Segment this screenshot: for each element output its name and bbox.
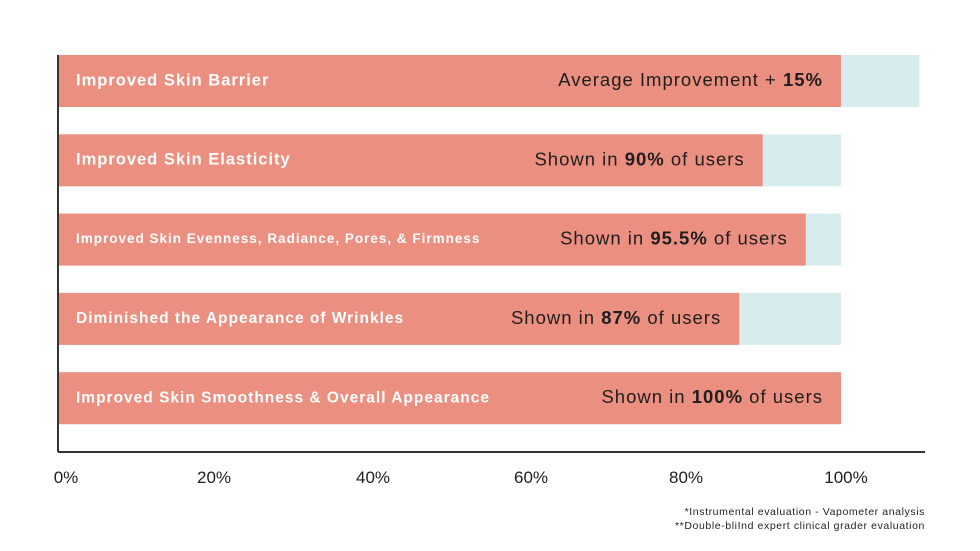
value-label-part-improved-skin-smoothness-overall-appearance-0: Shown in	[601, 386, 691, 407]
value-label-part-improved-skin-elasticity-1: 90%	[625, 148, 665, 169]
bar-improved-skin-barrier	[58, 55, 841, 107]
x-tick-label-0-percent: 0%	[54, 468, 79, 487]
x-tick-label-100-percent: 100%	[824, 468, 867, 487]
footnote-vapometer: *Instrumental evaluation - Vapometer ana…	[684, 506, 925, 518]
x-tick-label-80-percent: 80%	[669, 468, 703, 487]
category-label-improved-skin-evenness-radiance-pores-firmness: Improved Skin Evenness, Radiance, Pores,…	[76, 231, 480, 246]
value-label-improved-skin-smoothness-overall-appearance: Shown in 100% of users	[601, 386, 823, 407]
value-label-improved-skin-barrier: Average Improvement + 15%	[558, 69, 823, 90]
footnote-grader: **Double-bliInd expert clinical grader e…	[674, 520, 925, 532]
value-label-part-diminished-the-appearance-of-wrinkles-1: 87%	[601, 307, 641, 328]
bar-chart: Improved Skin Barrier Improved Skin Elast…	[54, 55, 925, 487]
category-label-improved-skin-smoothness-overall-appearance: Improved Skin Smoothness & Overall Appea…	[76, 389, 490, 406]
value-label-part-improved-skin-evenness-radiance-pores-firmness-0: Shown in	[560, 227, 650, 248]
value-label-part-improved-skin-elasticity-2: of users	[665, 148, 745, 169]
footnotes: *Instrumental evaluation - Vapometer ana…	[675, 505, 925, 533]
x-tick-label-60-percent: 60%	[514, 468, 548, 487]
x-tick-label-40-percent: 40%	[356, 468, 390, 487]
bar-improved-skin-evenness-radiance-pores-firmness	[58, 213, 806, 266]
x-tick-label-20-percent: 20%	[197, 468, 231, 487]
value-label-part-improved-skin-barrier-1: 15%	[783, 69, 823, 90]
category-label-improved-skin-barrier: Improved Skin Barrier	[76, 71, 269, 89]
value-label-improved-skin-elasticity: Shown in 90% of users	[534, 148, 744, 169]
value-label-part-improved-skin-smoothness-overall-appearance-1: 100%	[692, 386, 743, 407]
value-label-part-improved-skin-evenness-radiance-pores-firmness-1: 95.5%	[650, 227, 707, 248]
value-label-part-diminished-the-appearance-of-wrinkles-2: of users	[641, 307, 721, 328]
value-label-part-improved-skin-barrier-0: Average Improvement +	[558, 69, 783, 90]
category-label-diminished-the-appearance-of-wrinkles: Diminished the Appearance of Wrinkles	[76, 310, 404, 327]
bar-improved-skin-elasticity	[58, 134, 763, 187]
value-label-part-improved-skin-smoothness-overall-appearance-2: of users	[743, 386, 823, 407]
value-label-part-diminished-the-appearance-of-wrinkles-0: Shown in	[511, 307, 601, 328]
category-label-improved-skin-elasticity: Improved Skin Elasticity	[76, 151, 291, 169]
bar-diminished-the-appearance-of-wrinkles	[58, 292, 740, 345]
value-label-diminished-the-appearance-of-wrinkles: Shown in 87% of users	[511, 307, 721, 328]
value-label-part-improved-skin-elasticity-0: Shown in	[534, 148, 624, 169]
value-label-part-improved-skin-evenness-radiance-pores-firmness-2: of users	[708, 227, 788, 248]
value-label-improved-skin-evenness-radiance-pores-firmness: Shown in 95.5% of users	[560, 227, 788, 248]
bar-improved-skin-smoothness-overall-appearance	[58, 372, 841, 425]
